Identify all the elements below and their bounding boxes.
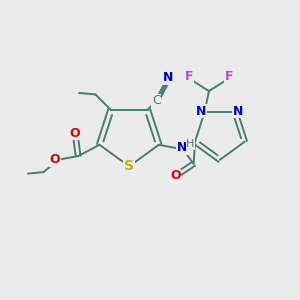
Text: N: N [233, 104, 243, 118]
Text: S: S [124, 159, 134, 173]
Text: F: F [184, 70, 193, 83]
Text: N: N [196, 104, 207, 118]
Text: O: O [70, 127, 80, 140]
Text: F: F [225, 70, 233, 83]
Text: O: O [170, 169, 181, 182]
Text: H: H [186, 139, 195, 149]
Text: C: C [152, 94, 161, 107]
Text: O: O [49, 153, 60, 166]
Text: N: N [163, 71, 173, 84]
Text: N: N [177, 141, 187, 154]
